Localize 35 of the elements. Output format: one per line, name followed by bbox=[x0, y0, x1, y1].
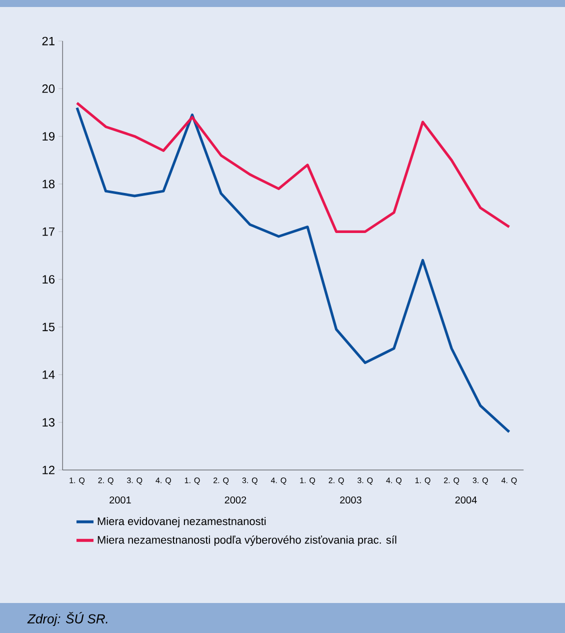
x-tick-label: 4. Q bbox=[386, 478, 402, 485]
text: 2001 bbox=[110, 496, 131, 504]
x-tick-label: 3. Q bbox=[472, 478, 488, 485]
legend-label: Miera nezamestnanosti podľa výberového zisťovania prac. síl bbox=[98, 536, 396, 546]
x-tick-label: 2. Q bbox=[444, 478, 460, 485]
x-tick-label: 4. Q bbox=[501, 478, 517, 485]
x-tick-label: 3. Q bbox=[127, 478, 142, 485]
y-tick-label: 13 bbox=[42, 418, 55, 427]
x-tick-label: 1. Q bbox=[184, 478, 200, 485]
x-tick-label: 4. Q bbox=[270, 478, 286, 485]
line-series bbox=[76, 102, 510, 233]
y-tick-label: 16 bbox=[42, 275, 55, 284]
legend-label: Miera evidovanej nezamestnanosti bbox=[98, 517, 266, 528]
x-tick-label: 1. Q bbox=[70, 478, 85, 485]
x-tick-label: 1. Q bbox=[300, 478, 316, 485]
line-series bbox=[76, 106, 510, 434]
x-tick-label: 3. Q bbox=[242, 478, 258, 485]
y-tick-label: 12 bbox=[42, 466, 54, 474]
y-tick-label: 18 bbox=[42, 180, 55, 188]
x-tick-label: 1. Q bbox=[415, 478, 430, 485]
y-tick-label: 14 bbox=[42, 370, 55, 379]
y-tick-label: 17 bbox=[42, 228, 54, 236]
text: 2004 bbox=[455, 496, 477, 504]
y-tick-label: 15 bbox=[42, 322, 55, 332]
text: 2003 bbox=[340, 496, 362, 504]
y-tick-label: 19 bbox=[42, 132, 55, 141]
text: 2002 bbox=[224, 496, 246, 504]
x-tick-label: 2. Q bbox=[328, 478, 344, 485]
x-tick-label: 2. Q bbox=[214, 478, 229, 485]
text: Zdroj: ŠÚ SR. bbox=[27, 612, 108, 626]
y-tick-label: 21 bbox=[42, 36, 54, 46]
x-tick-label: 3. Q bbox=[358, 478, 373, 485]
y-tick-label: 20 bbox=[42, 84, 55, 93]
x-tick-label: 2. Q bbox=[98, 478, 114, 485]
x-tick-label: 4. Q bbox=[156, 478, 171, 485]
